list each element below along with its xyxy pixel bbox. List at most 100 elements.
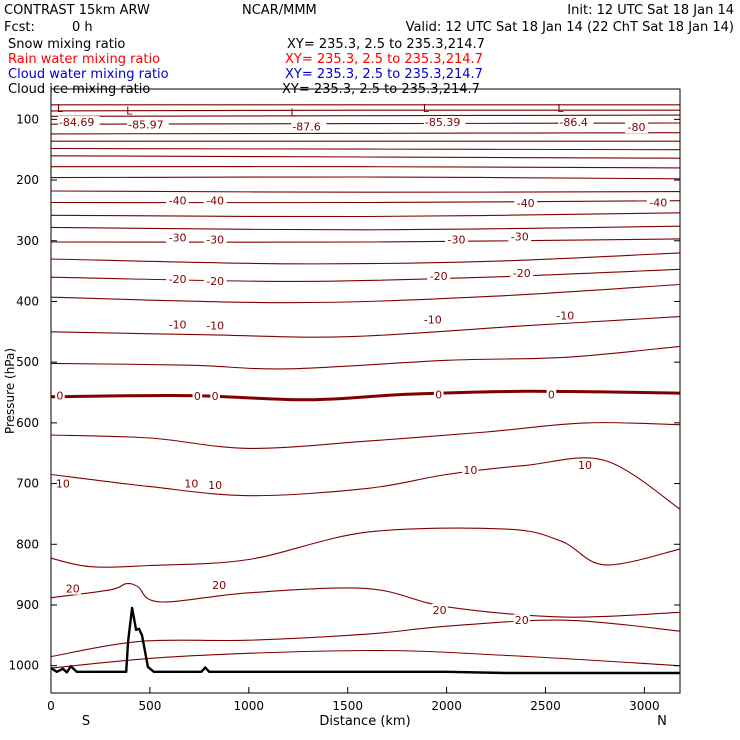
contour-line: [50, 155, 681, 159]
x-tick-label: 500: [138, 699, 161, 713]
contour-label: 10: [578, 459, 592, 472]
low-centers: L-84.69L-85.97L-87.6L-85.39L-86.4: [57, 102, 594, 133]
contour-label-bg: [203, 194, 227, 207]
contour-label-bg: [192, 390, 203, 403]
contour-label-bg: [462, 464, 479, 477]
contour-label-bg: [646, 196, 670, 209]
contour-line: [50, 132, 681, 135]
contour-line: [50, 225, 681, 231]
field-rain-xy: XY= 235.3, 2.5 to 235.3,214.7: [285, 52, 483, 67]
contour-label-bg: [64, 582, 81, 595]
low-marker: L: [57, 102, 64, 115]
valid-time: Valid: 12 UTC Sat 18 Jan 14 (22 ChT Sat …: [406, 20, 734, 35]
contour-label: -30: [169, 232, 187, 245]
contour-label: -30: [206, 234, 224, 247]
contour-line: [50, 190, 681, 193]
low-value: -86.4: [559, 116, 587, 129]
x-tick-label: 3000: [629, 699, 660, 713]
contour-label: -20: [430, 270, 448, 283]
contour-line: [50, 166, 681, 169]
contour-label-bg: [54, 477, 71, 490]
contour-line: [50, 649, 681, 669]
y-axis-label: Pressure (hPa): [3, 348, 17, 434]
contour-label: -10: [556, 309, 574, 322]
contour-line: [50, 114, 681, 117]
low-value: -87.6: [292, 120, 320, 133]
init-time: Init: 12 UTC Sat 18 Jan 14: [567, 3, 734, 18]
contour-line: [50, 252, 681, 265]
contour-label: 10: [208, 479, 222, 492]
contour-label-bg: [625, 121, 648, 134]
contour-label-bg: [203, 319, 227, 332]
contour-label-bg: [553, 309, 577, 322]
contour-label-bg: [576, 458, 594, 471]
contour-line: [50, 422, 681, 449]
y-tick-label: 300: [16, 234, 39, 248]
contour-label: 20: [515, 614, 529, 627]
contour-label-bg: [166, 194, 189, 207]
contour-label-bg: [55, 389, 65, 402]
field-cloudwater-xy: XY= 235.3, 2.5 to 235.3,214.7: [285, 67, 483, 82]
y-tick-label: 200: [16, 173, 39, 187]
low-value-bg: [558, 116, 594, 129]
contour-label-bg: [514, 197, 538, 210]
contour-line: [50, 345, 681, 370]
north-label: N: [657, 714, 667, 729]
x-axis-label: Distance (km): [319, 714, 410, 729]
contour-line: [50, 268, 681, 282]
x-tick-label: 0: [47, 699, 55, 713]
x-tick-label: 2500: [530, 699, 561, 713]
contour-label: -40: [206, 195, 224, 208]
model-title: CONTRAST 15km ARW: [4, 3, 150, 18]
contour-label: -30: [511, 231, 529, 244]
y-tick-label: 600: [16, 416, 39, 430]
y-tick-label: 100: [16, 112, 39, 126]
contour-label: 10: [184, 478, 198, 491]
contour-line: [50, 176, 681, 180]
center-title: NCAR/MMM: [242, 3, 317, 18]
contour-label: 10: [56, 478, 70, 491]
contour-label: -10: [169, 319, 187, 332]
contour-label-bg: [431, 603, 448, 616]
contour-line: [50, 147, 681, 151]
low-marker: L: [126, 104, 133, 117]
contour-label-bg: [210, 390, 220, 403]
contour-label: -20: [513, 267, 531, 280]
contour-label-bg: [183, 477, 200, 490]
contour-label-bg: [166, 231, 189, 244]
contour-line: [50, 212, 681, 218]
contour-line: [50, 109, 681, 112]
contour-label: 10: [463, 464, 477, 477]
contour-line: [50, 527, 681, 568]
contour-label-bg: [546, 388, 557, 401]
terrain: [50, 606, 680, 675]
contour-line: [50, 316, 681, 338]
contour-label: 0: [56, 390, 63, 403]
contour-line: [50, 283, 681, 304]
contour-label: 0: [212, 390, 219, 403]
y-tick-label: 500: [16, 355, 39, 369]
contour-line: [50, 457, 681, 510]
contour-label: -40: [649, 197, 667, 210]
contour-label: -20: [169, 273, 187, 286]
low-value: -85.39: [425, 116, 460, 129]
contour-label-bg: [166, 318, 189, 331]
contour-label: 0: [194, 390, 201, 403]
contour-label: -40: [517, 197, 535, 210]
forecast-label: Fcst:: [4, 20, 35, 35]
contour-label: -80: [627, 121, 645, 134]
contour-label-bg: [203, 233, 227, 246]
forecast-value: 0 h: [72, 20, 93, 35]
contour-label-bg: [427, 269, 451, 282]
contour-label: -20: [206, 275, 224, 288]
y-tick-label: 1000: [8, 659, 39, 673]
low-value-bg: [291, 120, 327, 133]
contour-line: [50, 389, 681, 402]
y-tick-label: 400: [16, 294, 39, 308]
contour-label-bg: [510, 266, 534, 279]
contour-label: 0: [435, 388, 442, 401]
low-value: -84.69: [59, 116, 94, 129]
low-marker: L: [557, 102, 564, 115]
